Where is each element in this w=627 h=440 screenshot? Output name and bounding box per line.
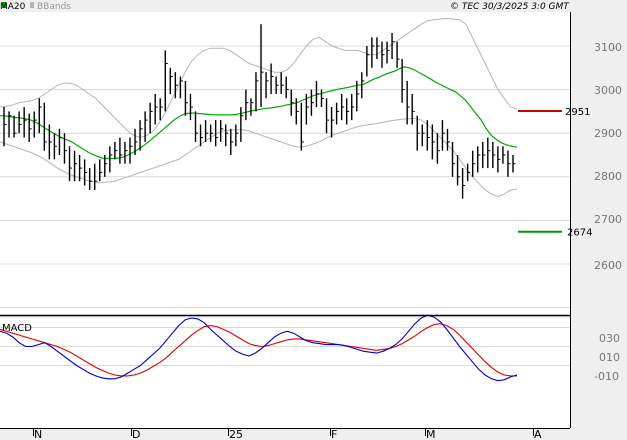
price-tick-label: 2900 xyxy=(594,127,622,140)
support-label: 2674 xyxy=(567,228,592,239)
x-tick-label: N xyxy=(34,428,42,440)
price-tick-label: 2800 xyxy=(594,170,622,183)
tick-marker-icon: - xyxy=(612,261,616,272)
signal-line xyxy=(0,323,517,377)
x-axis: N D 25 F M A xyxy=(33,428,542,440)
x-tick-label: F xyxy=(331,428,337,440)
tick-marker-icon: - xyxy=(612,129,616,140)
x-tick-label: D xyxy=(132,428,140,440)
price-axis: 3100 3000 2900 2800 2700 2600 xyxy=(594,41,622,272)
price-tick-label: 3100 xyxy=(594,41,622,54)
price-tick-label: 3000 xyxy=(594,84,622,97)
macd-label: MACD xyxy=(2,323,32,334)
bollinger-bands xyxy=(0,17,518,197)
macd-tick-label: 030 xyxy=(599,332,620,345)
macd-tick-label: 010 xyxy=(599,351,620,364)
copyright-text: © TEC 30/3/2025 3:0 GMT xyxy=(450,2,570,12)
tick-marker-icon: - xyxy=(612,86,616,97)
tick-marker-icon: - xyxy=(612,215,616,226)
macd-axis: 030 010 -010 xyxy=(594,332,620,383)
x-tick-label: A xyxy=(534,428,542,440)
x-tick-label: 25 xyxy=(229,428,243,440)
bb-upper-line xyxy=(0,17,518,139)
ma20-line xyxy=(0,66,518,160)
resistance-label: 2951 xyxy=(565,107,590,118)
bbands-legend-swatch xyxy=(30,2,34,8)
ma-legend-label: MA20 xyxy=(0,2,26,12)
bb-lower-line xyxy=(0,117,518,197)
price-tick-label: 2700 xyxy=(594,213,622,226)
price-tick-label: 2600 xyxy=(594,259,622,272)
price-bars xyxy=(3,24,516,199)
tick-marker-icon: - xyxy=(612,172,616,183)
bbands-legend-label: BBands xyxy=(37,2,71,12)
ma20-line xyxy=(0,66,518,160)
macd-tick-label: -010 xyxy=(594,370,619,383)
price-tick-markers: - - - - - - xyxy=(612,43,616,272)
ma-legend-swatch xyxy=(2,2,6,8)
x-tick-label: M xyxy=(426,428,436,440)
tick-marker-icon: - xyxy=(612,43,616,54)
price-panel xyxy=(0,12,570,315)
macd-panel xyxy=(0,318,570,428)
